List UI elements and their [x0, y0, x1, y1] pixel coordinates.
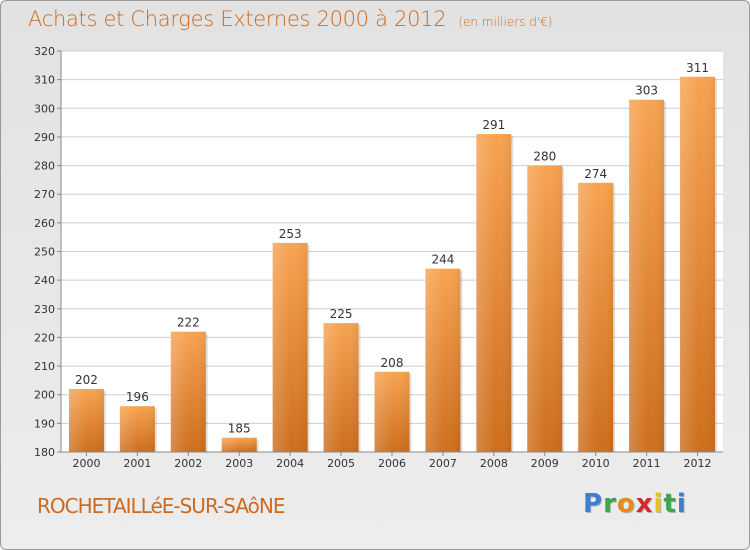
logo-letter: i: [653, 489, 664, 519]
x-tick-label: 2000: [72, 457, 100, 470]
logo-letter: r: [603, 489, 617, 519]
bar-highlight: [119, 406, 155, 452]
x-tick-label: 2004: [276, 457, 304, 470]
bar-highlight: [629, 99, 665, 452]
y-tick-label: 290: [34, 131, 55, 144]
y-tick-label: 300: [34, 102, 55, 115]
logo-letter: i: [676, 489, 687, 519]
x-tick-label: 2002: [174, 457, 202, 470]
bar-value-label: 244: [431, 253, 454, 267]
bar-value-label: 222: [177, 316, 200, 330]
bar-value-label: 274: [584, 167, 607, 181]
y-tick-label: 270: [34, 188, 55, 201]
x-tick-label: 2005: [327, 457, 355, 470]
bar-highlight: [425, 268, 461, 452]
x-tick-label: 2007: [429, 457, 457, 470]
bar-highlight: [323, 323, 359, 452]
chart-title-text: Achats et Charges Externes 2000 à 2012: [28, 7, 447, 31]
x-tick-label: 2010: [582, 457, 610, 470]
bar-value-label: 196: [126, 390, 149, 404]
bar-value-label: 291: [482, 118, 505, 132]
y-tick-label: 180: [34, 446, 55, 459]
chart-subtitle: (en milliers d'€): [458, 15, 553, 29]
y-tick-label: 200: [34, 389, 55, 402]
x-tick-label: 2003: [225, 457, 253, 470]
bar-value-label: 185: [228, 422, 251, 436]
y-tick-label: 240: [34, 274, 55, 287]
y-tick-label: 230: [34, 303, 55, 316]
x-tick-label: 2008: [480, 457, 508, 470]
x-tick-label: 2009: [531, 457, 559, 470]
y-tick-label: 280: [34, 160, 55, 173]
logo-letter: t: [663, 489, 677, 519]
y-tick-label: 210: [34, 360, 55, 373]
bar-highlight: [578, 182, 614, 452]
y-tick-label: 320: [34, 45, 55, 58]
bar-highlight: [272, 242, 308, 452]
commune-name: ROCHETAILLéE-SUR-SAôNE: [37, 494, 285, 518]
bar-value-label: 280: [533, 150, 556, 164]
y-tick-label: 310: [34, 74, 55, 87]
bar-highlight: [68, 388, 104, 452]
logo-letter: x: [635, 489, 654, 519]
bar-highlight: [476, 134, 512, 453]
bar-highlight: [680, 76, 716, 453]
chart-title: Achats et Charges Externes 2000 à 2012 (e…: [28, 7, 552, 31]
y-tick-label: 250: [34, 246, 55, 259]
logo-letter: o: [616, 489, 636, 519]
x-tick-label: 2001: [123, 457, 151, 470]
bar-highlight: [170, 331, 206, 452]
x-tick-label: 2006: [378, 457, 406, 470]
x-axis: 2000 2001 2002 2003 2004 2005 2006 2007 2008 2009…: [61, 451, 723, 470]
bar-value-label: 208: [381, 356, 404, 370]
bar-value-label: 311: [686, 61, 709, 75]
bar-value-label: 303: [635, 84, 658, 98]
proxiti-logo[interactable]: Proxiti: [583, 489, 687, 519]
y-tick-label: 190: [34, 417, 55, 430]
bars: 202 196 222 185 253 225 208 244 291 280 274 303 311: [68, 61, 718, 453]
bar-value-label: 253: [279, 227, 302, 241]
y-tick-label: 220: [34, 331, 55, 344]
bar-value-label: 225: [330, 307, 353, 321]
x-tick-label: 2012: [684, 457, 712, 470]
y-tick-label: 260: [34, 217, 55, 230]
y-axis: 180 190 200 210 220 230 240 250 260 270 280 290 300 3…: [34, 45, 62, 459]
bar-highlight: [374, 371, 410, 452]
x-tick-label: 2011: [633, 457, 661, 470]
bar-highlight: [221, 437, 257, 452]
bar-value-label: 202: [75, 373, 98, 387]
bar-highlight: [527, 165, 563, 453]
logo-letter: P: [583, 489, 604, 519]
